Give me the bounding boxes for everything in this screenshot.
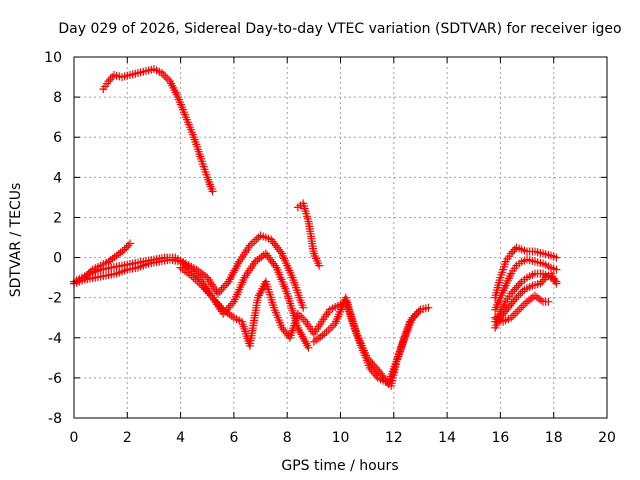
y-tick-label: -4 bbox=[48, 331, 62, 347]
series-arc-c bbox=[72, 239, 134, 286]
y-tick-label: 0 bbox=[53, 251, 62, 267]
y-tick-label: 4 bbox=[53, 170, 62, 186]
data-marker bbox=[491, 291, 553, 326]
data-marker bbox=[491, 243, 561, 302]
y-tick-label: 2 bbox=[53, 210, 62, 226]
x-tick-label: 20 bbox=[598, 430, 616, 446]
data-markers bbox=[70, 65, 561, 390]
series-arc-high bbox=[99, 65, 217, 196]
series-arc-f bbox=[309, 293, 425, 388]
y-tick-label: 10 bbox=[44, 50, 62, 66]
x-tick-label: 12 bbox=[385, 430, 403, 446]
x-tick-labels: 0 2 4 6 8 10 12 14 16 18 20 bbox=[70, 430, 616, 446]
y-tick-label: -6 bbox=[48, 371, 62, 387]
data-marker bbox=[72, 239, 134, 286]
data-marker bbox=[309, 293, 425, 388]
x-tick-label: 18 bbox=[545, 430, 563, 446]
series-arc-h bbox=[491, 255, 561, 314]
x-tick-label: 8 bbox=[283, 430, 292, 446]
series-arc-k bbox=[491, 291, 553, 326]
x-tick-label: 14 bbox=[438, 430, 456, 446]
series-arc-g bbox=[491, 243, 561, 302]
x-tick-label: 4 bbox=[176, 430, 185, 446]
y-axis-label: SDTVAR / TECUs bbox=[8, 183, 24, 298]
grid-lines bbox=[74, 57, 607, 418]
y-tick-label: -8 bbox=[48, 411, 62, 427]
y-tick-label: 6 bbox=[53, 130, 62, 146]
y-tick-label: 8 bbox=[53, 90, 62, 106]
x-tick-label: 2 bbox=[123, 430, 132, 446]
data-marker bbox=[99, 65, 217, 196]
data-marker bbox=[491, 255, 561, 314]
x-tick-label: 16 bbox=[491, 430, 509, 446]
x-tick-label: 10 bbox=[332, 430, 350, 446]
series-arc-e bbox=[293, 199, 324, 270]
chart-title: Day 029 of 2026, Sidereal Day-to-day VTE… bbox=[58, 21, 621, 37]
y-tick-labels: -8 -6 -4 -2 0 2 4 6 8 10 bbox=[44, 50, 62, 427]
y-tick-label: -2 bbox=[48, 291, 62, 307]
x-axis-label: GPS time / hours bbox=[281, 458, 398, 474]
data-marker bbox=[293, 199, 324, 270]
x-tick-label: 6 bbox=[229, 430, 238, 446]
x-tick-label: 0 bbox=[70, 430, 79, 446]
axis-ticks bbox=[73, 56, 608, 419]
